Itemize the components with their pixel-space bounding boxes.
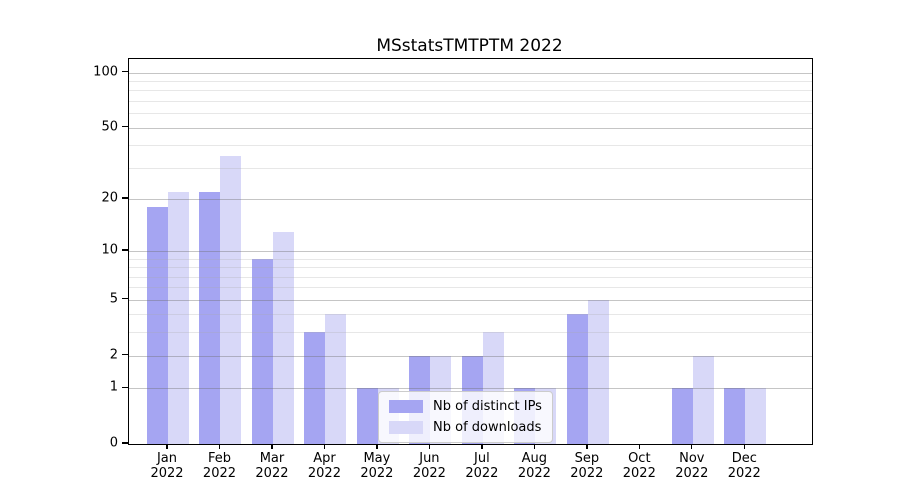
gridline-90 <box>129 80 812 82</box>
x-tick-label-nov: Nov 2022 <box>675 451 709 481</box>
gridline-5 <box>129 299 812 301</box>
y-tick-mark-2 <box>122 353 128 356</box>
chart-title: MSstatsTMTPTM 2022 <box>376 36 563 56</box>
y-tick-mark-20 <box>122 197 128 199</box>
bar-apr-ips <box>304 332 326 444</box>
x-tick-mark-oct <box>638 444 640 449</box>
bar-mar-ips <box>251 258 273 444</box>
legend-swatch-distinct-ips <box>389 400 423 413</box>
x-tick-label-jul: Jul 2022 <box>465 451 499 481</box>
gridline-3 <box>129 332 812 334</box>
bar-feb-ips <box>199 191 221 444</box>
gridline-70 <box>129 100 812 102</box>
gridline-60 <box>129 113 812 115</box>
x-tick-mark-aug <box>533 444 536 449</box>
x-tick-mark-sep <box>586 444 588 449</box>
y-tick-label-50: 50 <box>101 119 118 135</box>
y-tick-label-100: 100 <box>93 64 118 80</box>
gridline-7 <box>129 276 812 278</box>
bar-nov-downloads <box>692 355 714 444</box>
x-tick-label-sep: Sep 2022 <box>570 451 604 481</box>
x-tick-label-jun: Jun 2022 <box>412 451 446 481</box>
x-tick-mark-feb <box>218 444 221 449</box>
bar-apr-downloads <box>325 314 347 444</box>
legend-label-downloads: Nb of downloads <box>433 420 542 435</box>
x-tick-mark-nov <box>691 444 693 449</box>
x-tick-label-oct: Oct 2022 <box>622 451 656 481</box>
x-tick-label-may: May 2022 <box>360 451 394 481</box>
x-tick-label-apr: Apr 2022 <box>307 451 341 481</box>
bar-sep-downloads <box>587 299 609 444</box>
bar-nov-ips <box>671 388 693 444</box>
gridline-9 <box>129 258 812 260</box>
bar-may-ips <box>356 388 378 444</box>
x-tick-mark-jan <box>166 444 168 449</box>
y-tick-label-20: 20 <box>101 190 118 206</box>
y-tick-mark-1 <box>122 386 128 388</box>
bar-dec-ips <box>724 388 746 444</box>
gridline-10 <box>129 250 812 252</box>
x-tick-label-feb: Feb 2022 <box>202 451 237 481</box>
x-tick-label-mar: Mar 2022 <box>255 451 289 481</box>
x-tick-label-jan: Jan 2022 <box>150 451 184 481</box>
y-tick-mark-0 <box>122 442 128 444</box>
legend-entry-distinct-ips: Nb of distinct IPs <box>389 399 542 414</box>
x-tick-label-aug: Aug 2022 <box>517 451 551 481</box>
bar-jan-downloads <box>168 191 189 444</box>
bar-feb-downloads <box>220 155 242 444</box>
x-tick-mark-dec <box>743 444 745 449</box>
legend: Nb of distinct IPs Nb of downloads <box>378 391 553 443</box>
y-tick-label-5: 5 <box>109 291 118 307</box>
plot-area: Nb of distinct IPs Nb of downloads <box>128 58 813 445</box>
y-tick-label-10: 10 <box>101 242 118 258</box>
bar-jan-ips <box>147 207 168 444</box>
x-tick-mark-jul <box>481 444 483 449</box>
gridline-40 <box>129 145 812 147</box>
gridline-6 <box>129 287 812 289</box>
y-tick-label-1: 1 <box>109 379 118 395</box>
y-tick-mark-50 <box>122 125 128 128</box>
gridline-80 <box>129 90 812 92</box>
y-tick-label-0: 0 <box>109 435 118 451</box>
gridline-1 <box>129 388 812 390</box>
x-tick-mark-apr <box>323 444 326 449</box>
x-tick-mark-may <box>376 444 378 449</box>
gridline-50 <box>129 127 812 129</box>
x-tick-mark-jun <box>428 444 431 449</box>
gridline-4 <box>129 314 812 316</box>
bar-sep-ips <box>566 314 588 444</box>
y-tick-mark-10 <box>122 249 128 251</box>
gridline-2 <box>129 355 812 357</box>
y-tick-mark-5 <box>122 298 128 300</box>
legend-entry-downloads: Nb of downloads <box>389 420 542 435</box>
legend-label-distinct-ips: Nb of distinct IPs <box>433 399 542 414</box>
bar-mar-downloads <box>272 231 294 444</box>
gridline-20 <box>129 198 812 200</box>
bar-dec-downloads <box>745 388 767 444</box>
x-tick-label-dec: Dec 2022 <box>727 451 761 481</box>
gridline-8 <box>129 267 812 269</box>
legend-swatch-downloads <box>389 421 423 434</box>
y-tick-label-2: 2 <box>109 347 118 363</box>
gridline-100 <box>129 72 812 74</box>
gridline-30 <box>129 167 812 169</box>
x-tick-mark-mar <box>271 444 273 449</box>
y-tick-mark-100 <box>122 70 128 73</box>
